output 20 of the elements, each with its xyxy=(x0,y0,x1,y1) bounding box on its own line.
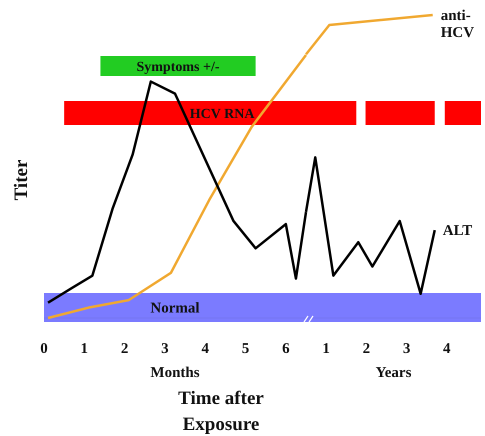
x-tick-label: 4 xyxy=(443,341,452,357)
series-label: ALT xyxy=(442,223,472,240)
band-label: Symptoms +/- xyxy=(136,60,220,75)
x-tick-label: 6 xyxy=(282,341,290,357)
x-tick-label: 2 xyxy=(120,341,128,357)
series-label: anti-HCV xyxy=(440,8,474,41)
x-tick-label: 0 xyxy=(40,341,48,357)
band-label: HCV RNA xyxy=(190,107,256,122)
x-tick-label: 3 xyxy=(402,341,410,357)
x-tick-label: 1 xyxy=(322,341,330,357)
x-tick-label: 5 xyxy=(242,341,250,357)
x-tick-label: 1 xyxy=(80,341,88,357)
x-tick-label: 4 xyxy=(201,341,210,357)
x-tick-label: 3 xyxy=(161,341,169,357)
text: Years xyxy=(376,365,412,381)
text: Months xyxy=(150,365,200,381)
y-axis-title: Titer xyxy=(11,159,32,200)
x-tick-label: 2 xyxy=(362,341,370,357)
band-label: Normal xyxy=(150,300,200,316)
x-axis-title: Time after Exposure xyxy=(178,388,264,435)
